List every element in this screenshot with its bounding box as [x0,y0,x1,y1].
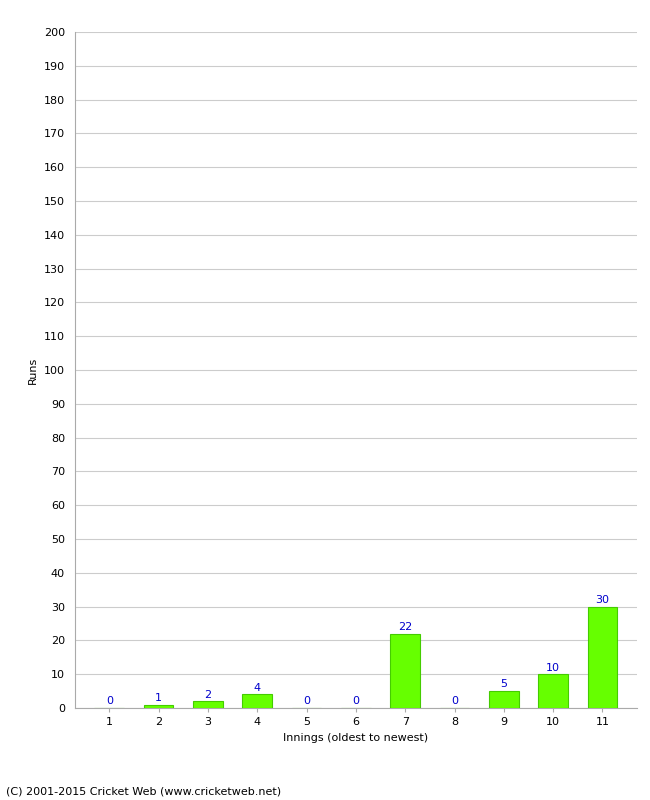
Text: 0: 0 [352,696,359,706]
Bar [193,702,223,708]
Y-axis label: Runs: Runs [29,356,38,384]
Text: 0: 0 [451,696,458,706]
Text: 4: 4 [254,682,261,693]
Text: 30: 30 [595,595,610,605]
Bar [391,634,420,708]
Bar [489,691,519,708]
Bar [242,694,272,708]
Bar [538,674,568,708]
Text: (C) 2001-2015 Cricket Web (www.cricketweb.net): (C) 2001-2015 Cricket Web (www.cricketwe… [6,786,281,796]
Text: 0: 0 [106,696,112,706]
Text: 2: 2 [204,690,211,699]
X-axis label: Innings (oldest to newest): Innings (oldest to newest) [283,733,428,742]
Text: 22: 22 [398,622,412,632]
Text: 0: 0 [303,696,310,706]
Text: 10: 10 [546,662,560,673]
Text: 1: 1 [155,693,162,703]
Text: 5: 5 [500,679,508,690]
Bar [588,606,618,708]
Bar [144,705,174,708]
